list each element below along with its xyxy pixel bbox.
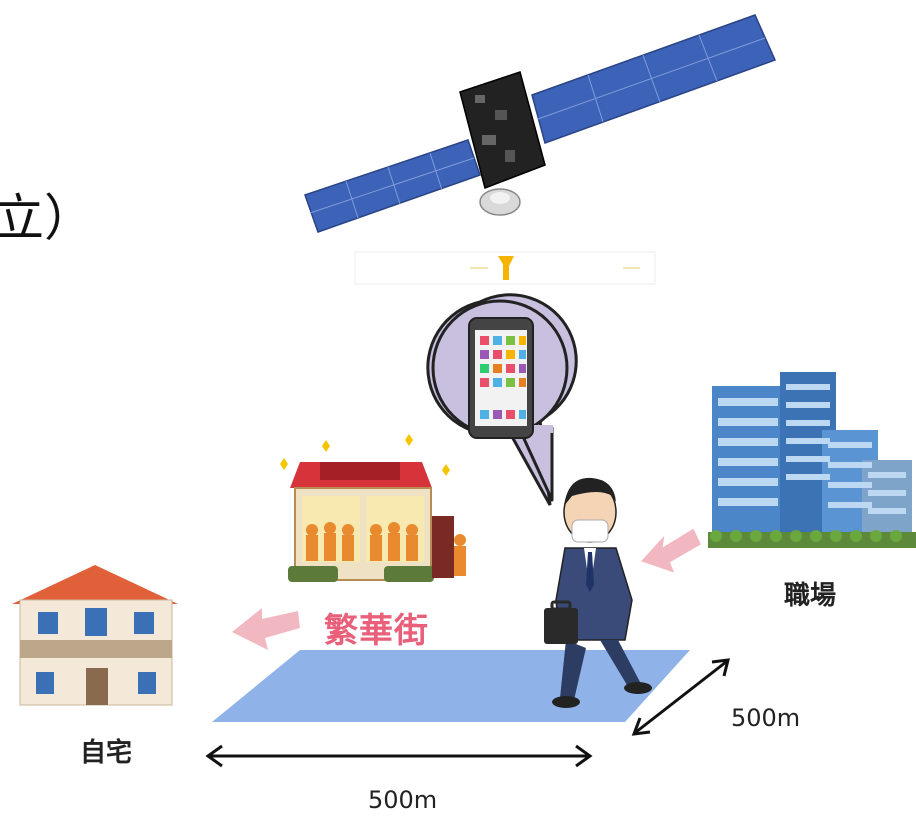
arrow-to-home [232,608,300,650]
shop-icon [280,434,466,582]
office-building-icon [708,372,916,548]
smartphone-icon [469,318,533,438]
workplace-label: 職場 [784,575,836,612]
house-icon [12,565,178,705]
depth-dimension-label: 500m [731,704,800,732]
signal-icon [355,252,655,284]
width-dimension-label: 500m [368,786,437,814]
arrow-from-work [637,528,706,579]
downtown-label: 繁華街 [324,603,429,652]
satellite-icon [305,15,775,232]
width-arrow [208,746,590,766]
home-label: 自宅 [80,732,132,769]
